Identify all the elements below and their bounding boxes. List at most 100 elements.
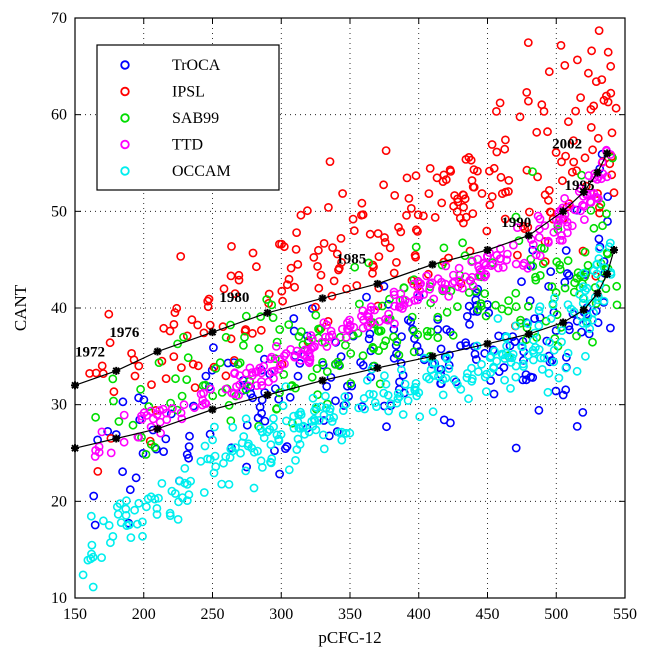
data-point — [450, 191, 459, 200]
data-point — [516, 315, 525, 325]
data-point — [460, 194, 470, 204]
data-point — [519, 355, 528, 365]
data-point — [377, 301, 387, 311]
data-point — [324, 431, 334, 441]
data-point — [511, 302, 521, 312]
data-point — [125, 485, 135, 495]
data-point — [403, 396, 413, 405]
data-point — [535, 302, 545, 311]
data-point — [307, 372, 317, 382]
data-point — [528, 240, 538, 249]
data-point — [589, 188, 599, 198]
data-point — [247, 368, 257, 377]
data-point — [602, 209, 611, 219]
data-point — [563, 348, 573, 358]
data-point — [438, 390, 448, 400]
data-point — [491, 107, 501, 116]
data-point — [201, 371, 211, 381]
data-point — [382, 422, 391, 432]
data-point — [579, 294, 589, 304]
data-point — [393, 394, 403, 404]
data-point — [493, 263, 503, 273]
data-point — [534, 405, 544, 415]
data-point — [338, 189, 347, 198]
data-point — [462, 373, 472, 383]
data-point — [256, 368, 266, 378]
data-point — [473, 367, 483, 377]
data-point — [224, 479, 234, 489]
data-point — [504, 175, 514, 185]
year-annotation: 1976 — [109, 325, 140, 341]
data-point — [562, 269, 572, 278]
data-point — [497, 349, 507, 359]
data-point — [219, 458, 228, 468]
data-point — [537, 364, 547, 374]
data-point — [467, 374, 477, 384]
data-point — [422, 271, 431, 281]
data-point — [157, 478, 167, 488]
data-point — [407, 312, 417, 322]
data-point — [130, 371, 140, 381]
data-point — [589, 266, 599, 276]
data-point — [499, 363, 509, 372]
data-point — [582, 283, 592, 293]
data-point — [267, 352, 276, 362]
data-point — [169, 319, 179, 329]
data-point — [535, 270, 545, 280]
data-point — [487, 192, 497, 201]
data-point — [275, 361, 285, 370]
legend-marker — [120, 139, 130, 150]
data-point — [470, 349, 480, 359]
data-point — [591, 77, 601, 86]
data-point — [579, 201, 589, 211]
data-point — [581, 351, 590, 361]
data-point — [313, 245, 323, 255]
time-curve-marker — [263, 391, 272, 399]
data-point — [536, 353, 546, 363]
data-point — [284, 320, 294, 329]
data-point — [583, 260, 593, 270]
data-point — [167, 404, 177, 413]
data-point — [130, 505, 139, 515]
data-point — [564, 117, 573, 127]
data-point — [607, 170, 617, 180]
data-point — [406, 203, 416, 213]
data-point — [544, 238, 553, 247]
data-point — [588, 337, 597, 347]
data-point — [346, 349, 356, 358]
data-point — [298, 340, 308, 350]
data-point — [572, 366, 582, 376]
data-point — [383, 390, 393, 400]
data-point — [262, 427, 272, 437]
data-point — [399, 300, 409, 310]
time-curve-marker — [263, 308, 272, 317]
data-point — [186, 476, 195, 486]
data-point — [468, 209, 478, 218]
data-point — [308, 343, 317, 352]
data-point — [251, 262, 261, 272]
data-point — [340, 340, 350, 350]
data-point — [269, 366, 279, 376]
data-point — [244, 439, 253, 449]
data-point — [119, 410, 129, 420]
x-tick-label: 150 — [63, 606, 87, 623]
data-point — [296, 349, 306, 359]
data-point — [606, 61, 616, 71]
data-point — [165, 326, 175, 336]
data-point — [172, 303, 182, 313]
data-point — [459, 202, 468, 212]
data-point — [535, 251, 545, 261]
data-point — [176, 251, 186, 261]
data-point — [292, 228, 301, 237]
data-point — [464, 394, 473, 404]
data-point — [523, 319, 533, 329]
time-curve-marker — [559, 207, 568, 216]
x-tick-label: 200 — [132, 606, 156, 623]
data-point — [282, 280, 292, 290]
data-point — [241, 311, 251, 321]
data-point — [537, 100, 547, 110]
data-point — [316, 402, 326, 412]
time-curve-marker — [524, 330, 533, 339]
data-point — [479, 258, 489, 268]
data-point — [467, 363, 476, 373]
